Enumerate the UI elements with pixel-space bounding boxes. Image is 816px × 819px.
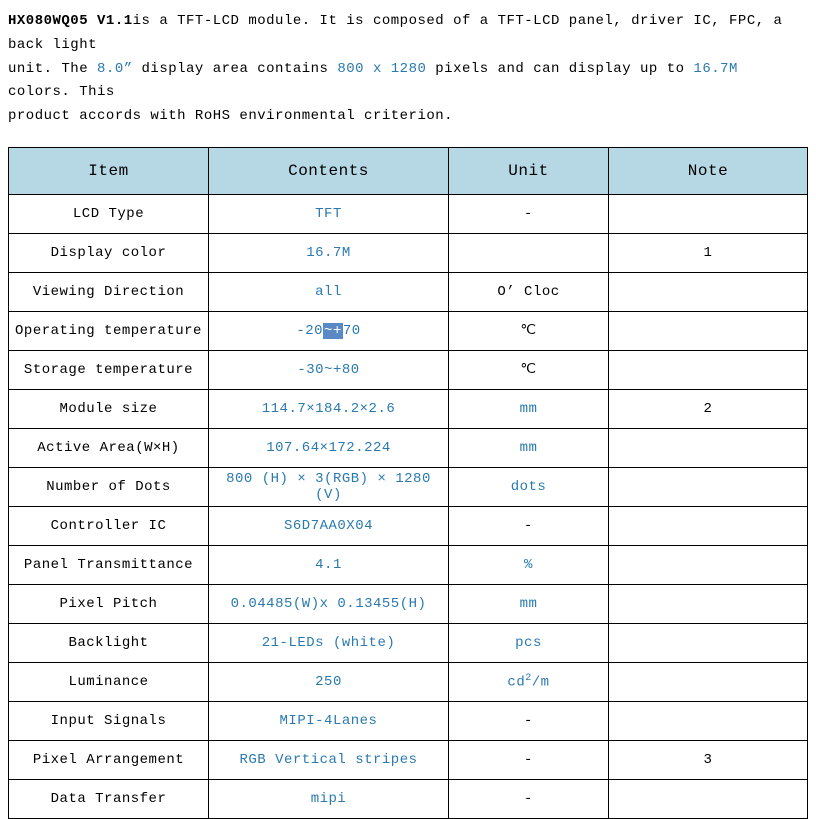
cell-note [609, 623, 808, 662]
cell-note: 2 [609, 389, 808, 428]
cell-note [609, 194, 808, 233]
cell-unit [449, 233, 609, 272]
cell-contents: -20~+70 [209, 311, 449, 350]
cell-item: Controller IC [9, 506, 209, 545]
cell-unit: cd2/m [449, 662, 609, 701]
table-row: Number of Dots800 (H) × 3(RGB) × 1280 (V… [9, 467, 808, 506]
cell-note [609, 506, 808, 545]
table-row: Display color16.7M 1 [9, 233, 808, 272]
table-row: Module size114.7×184.2×2.6mm2 [9, 389, 808, 428]
cell-item: Backlight [9, 623, 209, 662]
table-row: Controller ICS6D7AA0X04- [9, 506, 808, 545]
cell-item: Display color [9, 233, 209, 272]
table-row: Operating temperature-20~+70℃ [9, 311, 808, 350]
cell-contents: -30~+80 [209, 350, 449, 389]
cell-item: Data Transfer [9, 779, 209, 818]
header-unit: Unit [449, 147, 609, 194]
spec-table: Item Contents Unit Note LCD TypeTFT-Disp… [8, 147, 808, 819]
cell-note [609, 272, 808, 311]
cell-unit: ℃ [449, 311, 609, 350]
intro-t3: product accords with RoHS environmental … [8, 108, 453, 124]
table-row: Data Transfermipi- [9, 779, 808, 818]
cell-note [609, 545, 808, 584]
display-resolution: 800 x 1280 [337, 61, 426, 77]
table-row: Backlight21-LEDs (white)pcs [9, 623, 808, 662]
cell-note [609, 350, 808, 389]
cell-note [609, 584, 808, 623]
intro-t2d: colors. This [8, 84, 115, 100]
cell-item: Number of Dots [9, 467, 209, 506]
cell-contents: 107.64×172.224 [209, 428, 449, 467]
cell-contents: 250 [209, 662, 449, 701]
cell-unit: - [449, 779, 609, 818]
cell-unit: mm [449, 584, 609, 623]
cell-contents: 800 (H) × 3(RGB) × 1280 (V) [209, 467, 449, 506]
intro-t2a: unit. The [8, 61, 97, 77]
table-row: Active Area(W×H)107.64×172.224mm [9, 428, 808, 467]
cell-unit: - [449, 194, 609, 233]
table-row: Input SignalsMIPI-4Lanes- [9, 701, 808, 740]
cell-item: Module size [9, 389, 209, 428]
cell-note [609, 779, 808, 818]
display-size: 8.0” [97, 61, 133, 77]
cell-contents: 21-LEDs (white) [209, 623, 449, 662]
cell-unit: dots [449, 467, 609, 506]
cell-item: Active Area(W×H) [9, 428, 209, 467]
intro-t2c: pixels and can display up to [426, 61, 693, 77]
cell-unit: pcs [449, 623, 609, 662]
cell-contents: 4.1 [209, 545, 449, 584]
table-row: Viewing DirectionallO’ Cloc [9, 272, 808, 311]
intro-paragraph: HX080WQ05 V1.1is a TFT-LCD module. It is… [8, 10, 808, 129]
cell-note [609, 428, 808, 467]
cell-unit: ℃ [449, 350, 609, 389]
cell-contents: 0.04485(W)x 0.13455(H) [209, 584, 449, 623]
display-colors: 16.7M [693, 61, 738, 77]
cell-unit: mm [449, 389, 609, 428]
cell-contents: 114.7×184.2×2.6 [209, 389, 449, 428]
cell-item: Luminance [9, 662, 209, 701]
cell-note [609, 467, 808, 506]
table-row: Pixel Pitch0.04485(W)x 0.13455(H)mm [9, 584, 808, 623]
cell-note [609, 662, 808, 701]
model-name: HX080WQ05 V1.1 [8, 13, 133, 29]
intro-t2b: display area contains [133, 61, 338, 77]
cell-item: Operating temperature [9, 311, 209, 350]
header-contents: Contents [209, 147, 449, 194]
cell-item: Panel Transmittance [9, 545, 209, 584]
table-row: Luminance250cd2/m [9, 662, 808, 701]
header-note: Note [609, 147, 808, 194]
table-row: Pixel ArrangementRGB Vertical stripes-3 [9, 740, 808, 779]
cell-unit: - [449, 740, 609, 779]
table-row: Storage temperature-30~+80℃ [9, 350, 808, 389]
cell-item: Storage temperature [9, 350, 209, 389]
cell-item: Viewing Direction [9, 272, 209, 311]
header-item: Item [9, 147, 209, 194]
cell-contents: mipi [209, 779, 449, 818]
cell-contents: 16.7M [209, 233, 449, 272]
cell-item: LCD Type [9, 194, 209, 233]
cell-unit: % [449, 545, 609, 584]
cell-contents: S6D7AA0X04 [209, 506, 449, 545]
cell-item: Pixel Pitch [9, 584, 209, 623]
cell-item: Input Signals [9, 701, 209, 740]
cell-unit: O’ Cloc [449, 272, 609, 311]
cell-contents: MIPI-4Lanes [209, 701, 449, 740]
cell-contents: all [209, 272, 449, 311]
cell-unit: - [449, 701, 609, 740]
cell-note [609, 311, 808, 350]
cell-item: Pixel Arrangement [9, 740, 209, 779]
cell-contents: TFT [209, 194, 449, 233]
table-row: Panel Transmittance4.1% [9, 545, 808, 584]
table-header-row: Item Contents Unit Note [9, 147, 808, 194]
cell-note: 1 [609, 233, 808, 272]
cell-note [609, 701, 808, 740]
cell-contents: RGB Vertical stripes [209, 740, 449, 779]
cell-unit: - [449, 506, 609, 545]
cell-unit: mm [449, 428, 609, 467]
table-row: LCD TypeTFT- [9, 194, 808, 233]
cell-note: 3 [609, 740, 808, 779]
